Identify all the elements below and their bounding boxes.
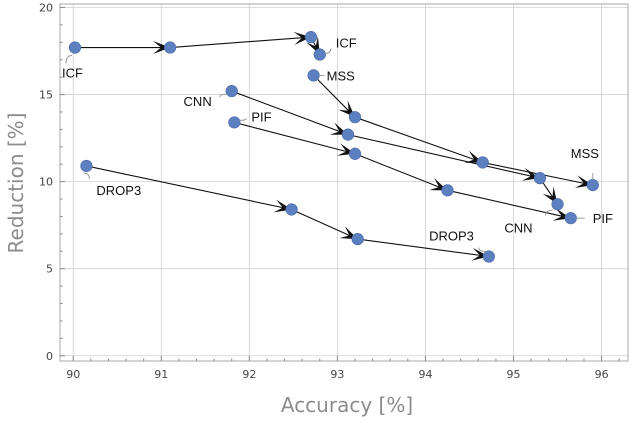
data-point-drop3-3	[482, 250, 495, 263]
trajectory-segment	[291, 208, 358, 240]
data-point-pif-3	[564, 212, 577, 225]
x-tick-label: 95	[507, 368, 521, 381]
label-leader	[83, 172, 90, 179]
data-point-cnn-1	[341, 128, 355, 141]
series-cnn	[231, 90, 559, 205]
data-point-icf-2	[304, 30, 318, 44]
y-tick-label: 5	[46, 263, 53, 276]
point-label-pif-end: PIF	[593, 211, 613, 226]
trajectory-segment	[447, 189, 571, 219]
label-leader	[65, 55, 73, 64]
series-icf	[74, 31, 321, 55]
data-point-mss-3	[586, 179, 599, 192]
trajectory-arrowhead	[293, 31, 311, 45]
point-label-pif-start: PIF	[251, 109, 271, 124]
x-tick-label: 92	[242, 368, 256, 381]
point-label-icf-end: ICF	[336, 36, 357, 51]
series-mss	[313, 75, 593, 189]
axis-ticks: 90 91 92 93 94 95 96 0 5 10 15 20	[39, 1, 620, 381]
y-tick-label: 10	[39, 176, 53, 189]
trajectory-arrowhead	[153, 41, 171, 55]
point-label-drop3-start: DROP3	[96, 183, 141, 198]
x-tick-label: 91	[154, 368, 168, 381]
point-labels: ICF ICF MSS MSS CNN CNN PIF PIF DROP3 DROP3	[62, 36, 613, 253]
data-point-cnn-2	[533, 172, 547, 185]
trajectory-segment	[86, 165, 292, 211]
data-point-mss-2	[476, 156, 489, 169]
point-label-icf-start: ICF	[62, 66, 83, 81]
label-leader	[239, 118, 247, 121]
data-point-drop3-0	[80, 159, 93, 173]
trajectory-segment	[170, 36, 312, 49]
x-tick-label: 94	[418, 368, 432, 381]
data-point-pif-2	[441, 184, 454, 197]
trajectory-segment	[357, 238, 489, 258]
data-point-drop3-2	[351, 232, 364, 246]
x-tick-label: 90	[66, 368, 80, 381]
y-tick-label: 20	[39, 1, 53, 14]
trajectory-segment	[354, 116, 483, 163]
x-tick-label: 96	[595, 368, 609, 381]
trajectory-segment	[347, 134, 541, 179]
point-label-cnn-end: CNN	[504, 220, 532, 235]
label-leader	[478, 247, 486, 253]
data-point-cnn-0	[225, 84, 238, 98]
point-label-mss-start: MSS	[327, 68, 356, 83]
plot-frame	[59, 3, 629, 362]
trajectory-segment	[231, 90, 349, 136]
y-tick-label: 15	[39, 89, 53, 102]
grid	[60, 4, 628, 361]
point-label-cnn-start: CNN	[184, 94, 212, 109]
data-points	[68, 30, 599, 263]
data-point-icf-0	[68, 41, 82, 54]
data-point-cnn-3	[551, 198, 564, 211]
label-leader	[324, 48, 332, 55]
data-point-mss-1	[348, 111, 362, 124]
data-point-mss-0	[307, 69, 320, 82]
data-point-pif-1	[348, 147, 362, 160]
label-leader	[219, 93, 227, 98]
trajectory-segment	[354, 153, 448, 191]
trajectory-segment	[313, 75, 356, 118]
y-tick-label: 0	[46, 350, 53, 363]
y-axis-title: Reduction [%]	[4, 113, 28, 254]
x-tick-label: 93	[330, 368, 344, 381]
data-point-icf-1	[163, 41, 177, 54]
data-point-icf-3	[313, 48, 326, 61]
data-point-pif-0	[228, 116, 241, 129]
label-leader	[545, 209, 553, 216]
point-label-drop3-end: DROP3	[429, 229, 474, 244]
x-axis-title: Accuracy [%]	[281, 393, 413, 417]
trajectory-segment	[234, 121, 356, 155]
data-point-drop3-1	[285, 203, 298, 216]
point-label-mss-end: MSS	[571, 146, 600, 161]
